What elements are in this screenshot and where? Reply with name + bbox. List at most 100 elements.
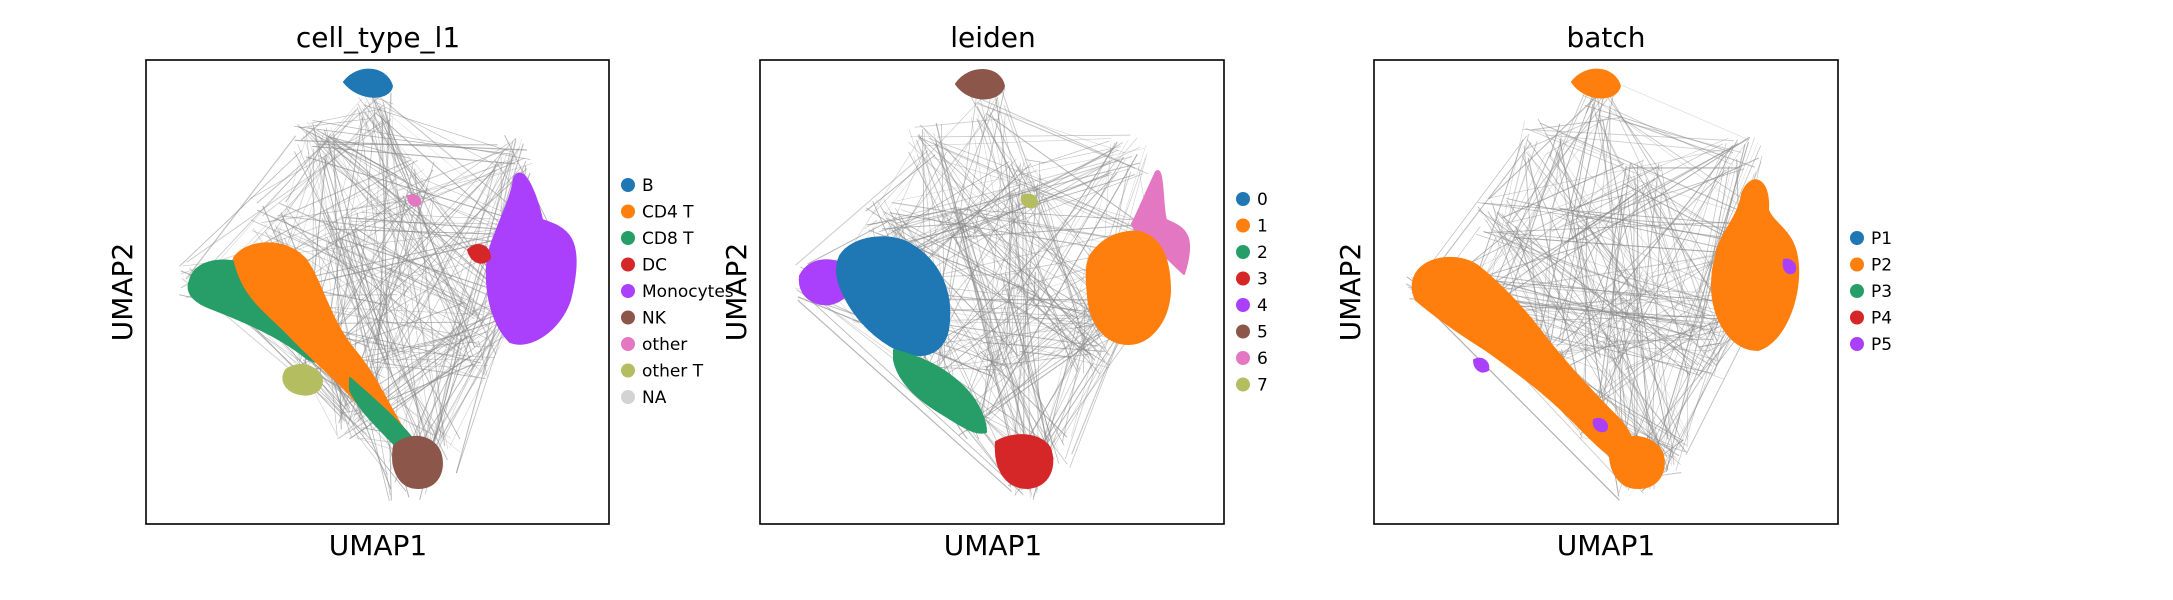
graph-edge (1003, 305, 1018, 354)
graph-edge (1708, 323, 1718, 342)
graph-edge (297, 144, 428, 469)
graph-edge (992, 139, 1129, 358)
y-axis-label: UMAP2 (106, 243, 139, 342)
graph-edge (865, 207, 1092, 356)
graph-edge (402, 161, 435, 276)
graph-edge (908, 129, 942, 229)
graph-edge (940, 214, 977, 240)
graph-edge (983, 115, 1006, 413)
graph-edge (1527, 150, 1689, 441)
graph-edge (1504, 235, 1666, 461)
legend-label: 7 (1257, 376, 1268, 396)
legend-label: 1 (1257, 217, 1268, 237)
graph-edge (1485, 219, 1556, 354)
cluster-p2 (1571, 68, 1621, 99)
graph-edge (1017, 141, 1118, 295)
graph-edge (1614, 145, 1734, 296)
graph-edge (457, 154, 514, 336)
graph-edge (1556, 151, 1681, 438)
graph-edge (358, 110, 395, 366)
graph-edge (371, 92, 401, 273)
graph-edge (285, 133, 331, 203)
graph-edge (1501, 163, 1624, 219)
graph-edge (1009, 162, 1141, 197)
graph-edge (866, 210, 945, 226)
graph-edge (1609, 105, 1618, 467)
legend-label: B (642, 176, 654, 196)
panel-title: cell_type_l1 (296, 21, 460, 54)
graph-edge (326, 157, 525, 245)
graph-edge (883, 211, 1023, 288)
graph-edge (1001, 142, 1116, 358)
graph-edge (1508, 133, 1530, 217)
graph-edge (1595, 114, 1741, 153)
plot-frame (145, 59, 610, 525)
cluster-p5 (1473, 357, 1490, 373)
graph-edge (374, 187, 428, 344)
graph-edge (1501, 136, 1750, 299)
graph-edge (960, 214, 1043, 459)
panel-leiden: leiden UMAP1 UMAP2 0 1 2 3 4 5 6 7 (720, 21, 1268, 562)
graph-edge (1042, 353, 1109, 467)
graph-edge (385, 271, 407, 282)
graph-edge (962, 173, 1144, 243)
graph-edge (1033, 186, 1093, 334)
graph-edge (969, 211, 1035, 474)
graph-edge (926, 137, 1138, 379)
graph-edge (1597, 118, 1717, 347)
graph-edge (1033, 321, 1128, 464)
graph-edge (971, 94, 1149, 175)
graph-edge (935, 122, 1020, 482)
graph-edge (1034, 304, 1080, 311)
graph-edge (1621, 84, 1747, 139)
panel-batch: batch UMAP1 UMAP2 P1 P2 P3 P4 P5 (1334, 21, 1892, 562)
graph-edge (325, 127, 391, 496)
legend-marker (621, 284, 635, 298)
graph-edge (1025, 159, 1046, 164)
graph-edge (375, 196, 433, 378)
graph-edge (1545, 115, 1611, 156)
graph-edge (345, 207, 438, 441)
graph-edge (401, 149, 504, 352)
graph-edge (434, 300, 471, 441)
graph-edge (1662, 159, 1734, 446)
graph-edge (795, 150, 929, 266)
graph-edge (1561, 89, 1615, 343)
cluster-5 (955, 69, 1005, 100)
graph-edge (400, 140, 517, 482)
graph-edge (336, 232, 436, 443)
cluster-b (343, 68, 393, 98)
graph-edge (310, 107, 387, 124)
cluster-layer (798, 69, 1191, 489)
legend-label: 5 (1257, 323, 1268, 343)
cluster-other-t (282, 364, 323, 396)
legend-label: 3 (1257, 270, 1268, 290)
cluster-p2 (1608, 435, 1665, 489)
graph-edge (1545, 134, 1724, 152)
graph-edge (1641, 163, 1705, 364)
legend-label: DC (642, 256, 667, 276)
graph-edge (1596, 165, 1627, 344)
panel-title: leiden (950, 21, 1036, 54)
legend-marker (1236, 324, 1250, 339)
graph-edge (928, 137, 1049, 183)
graph-edge (1474, 142, 1739, 295)
graph-edge (1558, 225, 1580, 341)
legend-marker (621, 337, 635, 351)
graph-edge (872, 95, 985, 215)
graph-edge (989, 109, 1023, 280)
graph-edge (985, 113, 1145, 227)
graph-edge (1536, 130, 1659, 177)
graph-edge (959, 208, 970, 238)
cluster-1 (1085, 230, 1171, 345)
graph-edge (1579, 110, 1612, 419)
legend-marker (1236, 351, 1250, 365)
graph-edge (1608, 93, 1732, 301)
graph-edge (1644, 163, 1660, 296)
graph-edge (1582, 94, 1732, 165)
graph-edge (924, 138, 1111, 146)
legend-marker (621, 231, 635, 245)
graph-edge (275, 226, 481, 315)
graph-edge (1506, 197, 1754, 256)
